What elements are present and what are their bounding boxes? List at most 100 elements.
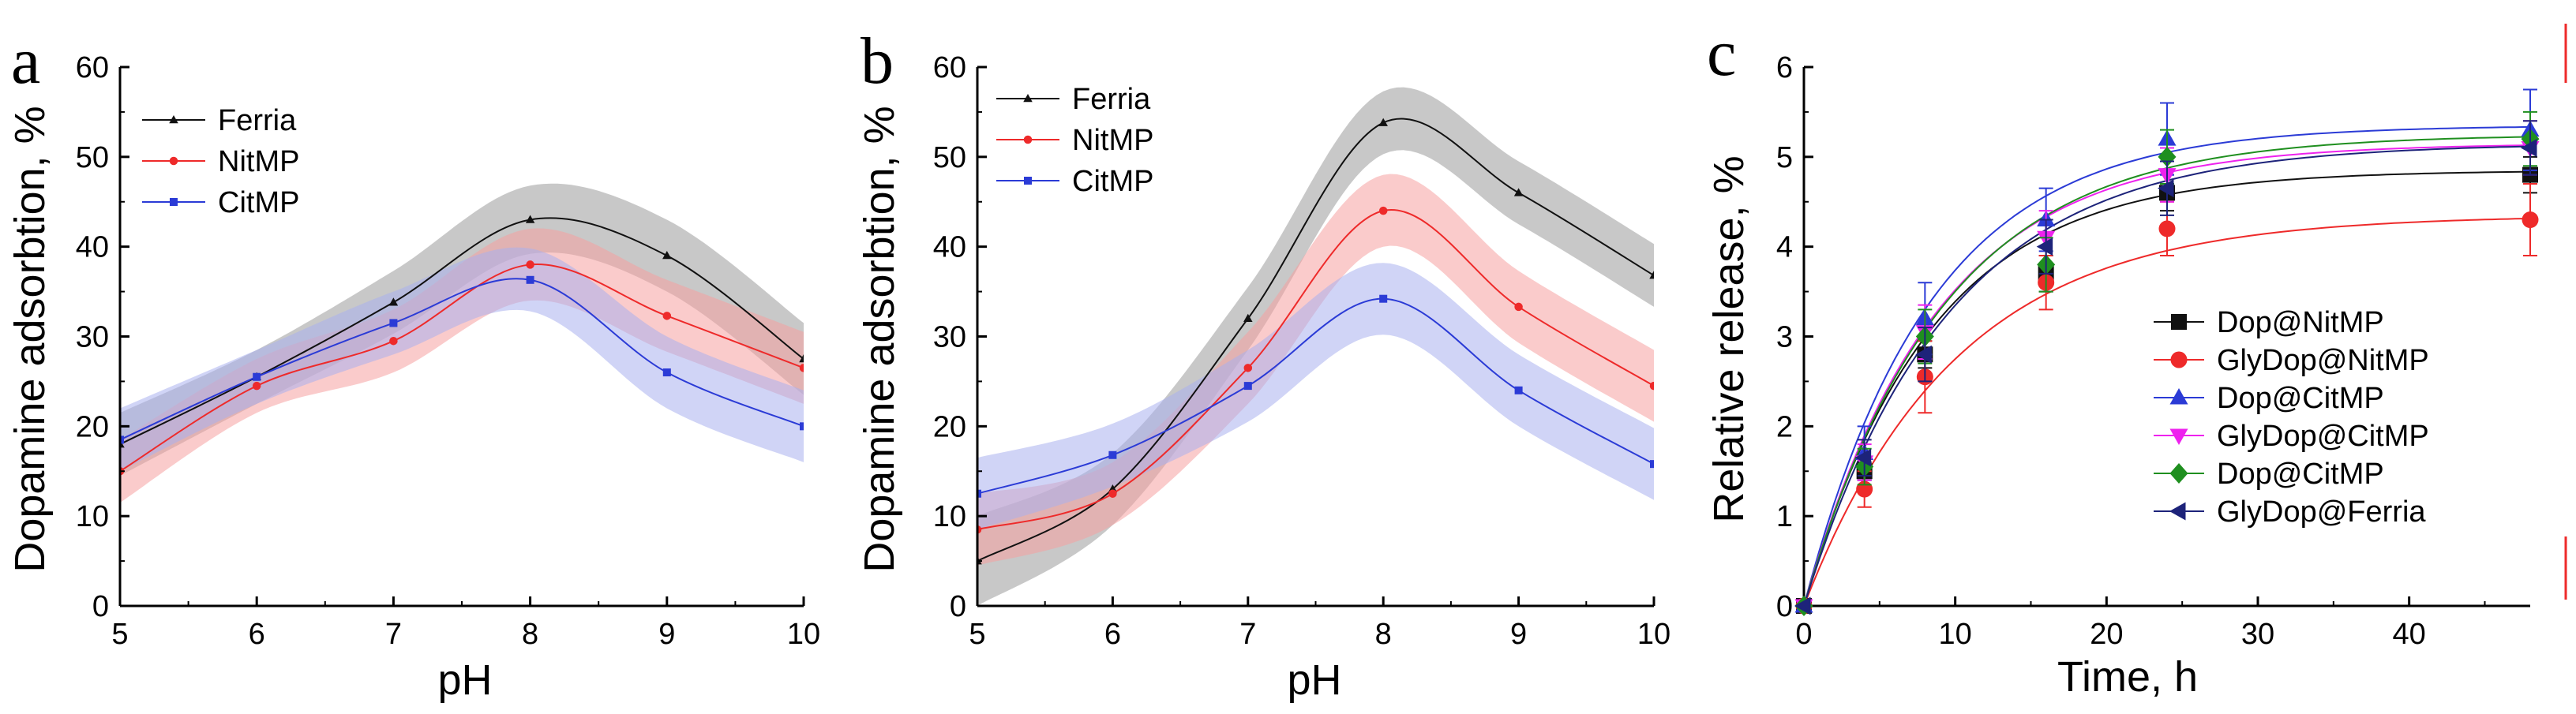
y-tick-label: 0 — [1776, 590, 1793, 623]
panel-a-legend: Ferria NitMP CitMP — [142, 104, 299, 219]
panel-c-axes: 0 1 2 3 4 5 6 0 10 20 30 40 — [1776, 51, 2530, 651]
series-2-point — [662, 368, 671, 377]
x-tick-label: 40 — [2393, 618, 2426, 651]
panel-b-y-axis-title: Dopamine adsorbtion, % — [856, 106, 903, 572]
panel-b-chart: b Dopamine adsorbtion, % pH 0 10 20 30 40 50 6… — [856, 24, 1670, 704]
series-2-line — [120, 278, 804, 441]
x-tick-label: 7 — [385, 618, 402, 651]
panel-c-x-axis-title: Time, h — [2057, 653, 2198, 701]
series-2-line — [977, 297, 1654, 495]
series-1-point — [799, 364, 804, 372]
y-tick-label: 3 — [1776, 321, 1793, 354]
series-0-line — [977, 118, 1654, 562]
series-0-point — [1378, 118, 1388, 126]
y-tick-label: 60 — [76, 51, 109, 84]
panel-a-letter: a — [11, 24, 40, 98]
y-tick-label: 5 — [1776, 141, 1793, 174]
panel-c-letter: c — [1707, 17, 1736, 90]
series-5-point — [1915, 345, 1932, 364]
series-2-point — [253, 372, 261, 381]
series-0-point — [799, 353, 804, 363]
legend-marker — [2169, 388, 2188, 405]
series-1-point — [1378, 206, 1388, 215]
series-1-point — [1243, 364, 1253, 372]
series-1-point — [662, 312, 672, 320]
series-0-point — [1649, 271, 1654, 279]
y-tick-label: 10 — [76, 500, 109, 533]
panel-c-y-axis-title: Relative release, % — [1705, 155, 1753, 522]
panel-b-axes: 0 10 20 30 40 50 60 5 6 7 8 9 10 — [933, 51, 1670, 651]
series-2-point — [1108, 450, 1117, 459]
panel-b-legend: Ferria NitMP CitMP — [996, 83, 1153, 198]
panel-a-x-axis-title: pH — [437, 656, 492, 704]
x-tick-label: 5 — [111, 618, 128, 651]
series-1-point — [1514, 302, 1523, 312]
y-tick-label: 20 — [933, 410, 966, 443]
panel-c-legend: Dop@NitMP GlyDop@NitMP Dop@CitMP GlyDop@Cit… — [2154, 306, 2429, 529]
series-2-point — [800, 422, 804, 431]
series-0-confidence-band — [120, 183, 804, 476]
series-1-line — [120, 264, 804, 473]
series-1-fit-curve — [1803, 217, 2531, 607]
panel-c-plot-area — [1794, 88, 2540, 616]
series-1-point — [252, 381, 261, 391]
series-2-point — [977, 489, 981, 498]
panel-a-plot-area — [120, 183, 804, 503]
legend-marker — [169, 115, 178, 124]
legend-label: Dop@CitMP — [2217, 382, 2384, 415]
series-1-confidence-band — [120, 228, 804, 503]
legend-label: GlyDop@CitMP — [2217, 420, 2429, 453]
panel-a-axes: 0 10 20 30 40 50 60 5 6 7 8 9 10 — [76, 51, 820, 651]
series-0-point — [1243, 313, 1253, 322]
legend-marker — [2169, 463, 2188, 484]
panel-b-letter: b — [861, 24, 894, 98]
legend-label: Dop@NitMP — [2217, 306, 2384, 339]
legend-label: Ferria — [1072, 83, 1151, 116]
legend-marker — [2171, 314, 2187, 330]
legend-label: GlyDop@Ferria — [2217, 495, 2426, 529]
series-5-point — [1854, 448, 1872, 467]
series-0-point — [388, 297, 399, 306]
panel-b-x-axis-title: pH — [1287, 656, 1341, 704]
y-tick-label: 2 — [1776, 410, 1793, 443]
legend-marker — [170, 198, 178, 206]
x-tick-label: 20 — [2090, 618, 2123, 651]
legend-label: NitMP — [1072, 124, 1153, 157]
y-tick-label: 10 — [933, 500, 966, 533]
panel-a-chart: a Dopamine adsorbtion, % pH 0 10 20 30 40 50 6… — [6, 24, 820, 704]
x-tick-label: 9 — [658, 618, 675, 651]
y-tick-label: 40 — [76, 231, 109, 264]
y-tick-label: 6 — [1776, 51, 1793, 84]
series-5-point — [2521, 138, 2537, 157]
series-2-point — [526, 275, 534, 284]
y-tick-label: 50 — [933, 141, 966, 174]
y-tick-label: 0 — [950, 590, 966, 623]
y-tick-label: 30 — [933, 321, 966, 354]
x-tick-label: 0 — [1795, 618, 1812, 651]
series-1-point — [1649, 381, 1654, 391]
legend-marker — [2169, 502, 2186, 521]
x-tick-label: 9 — [1510, 618, 1527, 651]
legend-marker — [169, 156, 178, 166]
series-0-point — [1513, 188, 1524, 196]
series-1-point — [2158, 220, 2176, 237]
x-tick-label: 10 — [1637, 618, 1670, 651]
x-tick-label: 8 — [1375, 618, 1392, 651]
y-tick-label: 4 — [1776, 231, 1793, 264]
y-tick-label: 60 — [933, 51, 966, 84]
series-2-point — [1243, 382, 1252, 391]
legend-label: Ferria — [218, 104, 297, 137]
series-1-point — [1108, 489, 1117, 498]
y-tick-label: 30 — [76, 321, 109, 354]
y-tick-label: 20 — [76, 410, 109, 443]
x-tick-label: 10 — [787, 618, 820, 651]
series-5-point — [2036, 237, 2053, 256]
series-2-confidence-band — [977, 263, 1654, 530]
legend-label: NitMP — [218, 145, 299, 178]
series-5-point — [2158, 179, 2174, 198]
series-1-point — [2522, 211, 2539, 229]
series-0-point — [525, 215, 535, 223]
y-tick-label: 1 — [1776, 500, 1793, 533]
panel-c-chart: c Relative release, % Time, h 0 1 2 3 4 5 6 0 10… — [1705, 17, 2567, 701]
